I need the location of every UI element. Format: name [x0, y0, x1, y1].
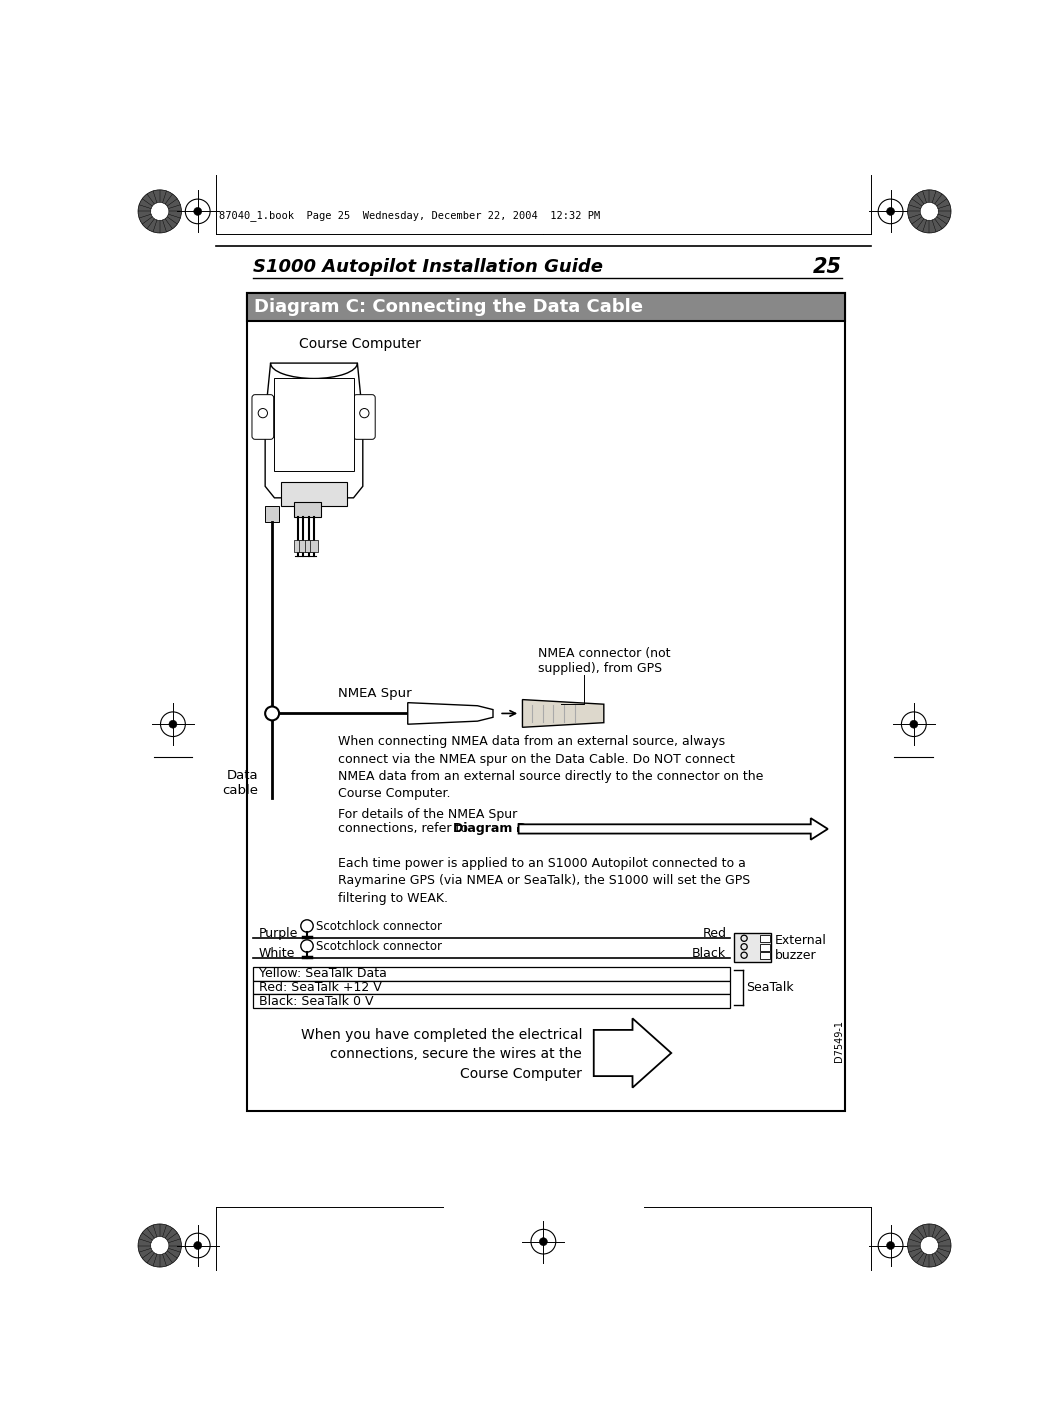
Circle shape	[910, 720, 918, 728]
Bar	[310, 540, 318, 551]
Bar	[734, 932, 771, 962]
Circle shape	[539, 1238, 547, 1245]
Text: D7549-1: D7549-1	[834, 1020, 843, 1061]
Bar	[299, 540, 307, 551]
Bar	[294, 501, 320, 517]
Text: When you have completed the electrical
connections, secure the wires at the
Cour: When you have completed the electrical c…	[300, 1028, 582, 1081]
Bar	[246, 293, 845, 321]
Polygon shape	[519, 818, 828, 840]
Circle shape	[169, 720, 177, 728]
Bar	[275, 378, 353, 471]
Circle shape	[194, 207, 202, 216]
Bar	[305, 540, 312, 551]
Text: 87040_1.book  Page 25  Wednesday, December 22, 2004  12:32 PM: 87040_1.book Page 25 Wednesday, December…	[220, 210, 601, 221]
Circle shape	[301, 940, 313, 952]
Circle shape	[151, 1237, 169, 1255]
Circle shape	[301, 920, 313, 932]
Circle shape	[151, 203, 169, 220]
Circle shape	[920, 203, 938, 220]
Text: Data
cable: Data cable	[222, 768, 258, 797]
Polygon shape	[594, 1018, 672, 1088]
Text: Purple: Purple	[259, 927, 298, 940]
Text: connections, refer to: connections, refer to	[338, 823, 472, 835]
Circle shape	[907, 1224, 951, 1267]
Text: Yellow: SeaTalk Data: Yellow: SeaTalk Data	[259, 967, 387, 980]
Circle shape	[138, 1224, 181, 1267]
Circle shape	[265, 707, 279, 720]
Text: When connecting NMEA data from an external source, always
connect via the NMEA s: When connecting NMEA data from an extern…	[338, 735, 763, 801]
Text: Red: Red	[702, 927, 727, 940]
Circle shape	[138, 190, 181, 233]
Text: S1000 Autopilot Installation Guide: S1000 Autopilot Installation Guide	[253, 258, 603, 276]
Polygon shape	[407, 703, 493, 724]
Bar	[253, 994, 730, 1008]
FancyBboxPatch shape	[251, 394, 274, 440]
Text: External
buzzer: External buzzer	[776, 934, 827, 961]
Circle shape	[920, 1237, 938, 1255]
Polygon shape	[522, 700, 604, 727]
FancyBboxPatch shape	[353, 394, 376, 440]
Circle shape	[194, 1241, 202, 1250]
Bar	[294, 540, 301, 551]
Bar	[253, 967, 730, 981]
Bar	[761, 944, 769, 951]
Text: White: White	[259, 947, 295, 960]
Text: Black: SeaTalk 0 V: Black: SeaTalk 0 V	[259, 995, 373, 1008]
Text: NMEA connector (not
supplied), from GPS: NMEA connector (not supplied), from GPS	[538, 647, 671, 675]
Bar	[761, 935, 769, 942]
Text: For details of the NMEA Spur: For details of the NMEA Spur	[338, 808, 518, 821]
Text: NMEA Spur: NMEA Spur	[338, 687, 412, 700]
Bar	[281, 483, 347, 506]
Text: Red: SeaTalk +12 V: Red: SeaTalk +12 V	[259, 981, 382, 994]
Text: 25: 25	[813, 257, 841, 277]
Polygon shape	[265, 363, 363, 498]
Text: Course Computer: Course Computer	[299, 337, 421, 351]
Circle shape	[887, 1241, 894, 1250]
Text: Black: Black	[692, 947, 727, 960]
Text: Diagram D: Diagram D	[453, 823, 527, 835]
Text: Scotchlock connector: Scotchlock connector	[316, 920, 442, 932]
Bar	[253, 981, 730, 994]
Text: Each time power is applied to an S1000 Autopilot connected to a
Raymarine GPS (v: Each time power is applied to an S1000 A…	[338, 857, 750, 905]
Text: Scotchlock connector: Scotchlock connector	[316, 940, 442, 952]
Bar	[265, 506, 279, 523]
Bar	[246, 293, 845, 1111]
Bar	[761, 952, 769, 960]
Text: Diagram C: Connecting the Data Cable: Diagram C: Connecting the Data Cable	[255, 298, 643, 316]
Circle shape	[887, 207, 894, 216]
Text: SeaTalk: SeaTalk	[747, 981, 794, 994]
Circle shape	[907, 190, 951, 233]
